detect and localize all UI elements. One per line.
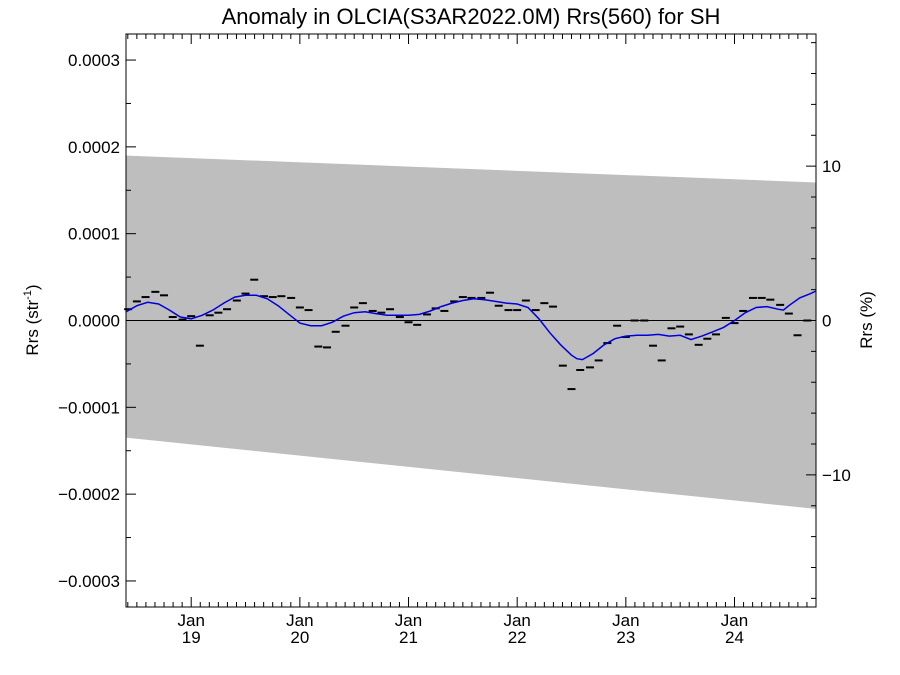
y-right-tick-label: −10 bbox=[822, 466, 851, 485]
y-left-tick-label: 0.0000 bbox=[68, 312, 120, 331]
y-right-tick-label: 0 bbox=[822, 312, 831, 331]
x-tick-month-label: Jan bbox=[177, 611, 204, 630]
x-tick-year-label: 19 bbox=[182, 628, 201, 647]
y-left-tick-label: −0.0001 bbox=[58, 398, 120, 417]
y-left-tick-label: 0.0002 bbox=[68, 138, 120, 157]
x-tick-month-label: Jan bbox=[503, 611, 530, 630]
x-tick-month-label: Jan bbox=[612, 611, 639, 630]
y-axis-left-label: Rrs (str-1) bbox=[22, 284, 42, 355]
x-tick-year-label: 24 bbox=[725, 628, 744, 647]
y-left-tick-label: −0.0002 bbox=[58, 485, 120, 504]
x-tick-year-label: 20 bbox=[290, 628, 309, 647]
uncertainty-band bbox=[126, 155, 816, 509]
chart-title: Anomaly in OLCIA(S3AR2022.0M) Rrs(560) f… bbox=[222, 4, 721, 29]
x-tick-month-label: Jan bbox=[721, 611, 748, 630]
ticks-layer: 0.0003 0.0002 0.0001 0.0000 −0.0001 −0.0002 −0… bbox=[58, 34, 851, 647]
x-tick-year-label: 21 bbox=[399, 628, 418, 647]
y-axis-right-label: Rrs (%) bbox=[857, 291, 876, 349]
x-tick-year-label: 23 bbox=[616, 628, 635, 647]
smoothed-series-line bbox=[125, 290, 817, 361]
y-left-tick-label: 0.0003 bbox=[68, 51, 120, 70]
y-left-tick-label: −0.0003 bbox=[58, 572, 120, 591]
y-left-tick-label: 0.0001 bbox=[68, 225, 120, 244]
uncertainty-band-layer bbox=[126, 155, 816, 509]
x-tick-month-label: Jan bbox=[395, 611, 422, 630]
monthly-anomaly-layer bbox=[124, 278, 812, 391]
x-tick-month-label: Jan bbox=[286, 611, 313, 630]
smoothed-series-layer bbox=[125, 290, 817, 361]
x-tick-year-label: 22 bbox=[508, 628, 527, 647]
y-right-tick-label: 10 bbox=[822, 157, 841, 176]
